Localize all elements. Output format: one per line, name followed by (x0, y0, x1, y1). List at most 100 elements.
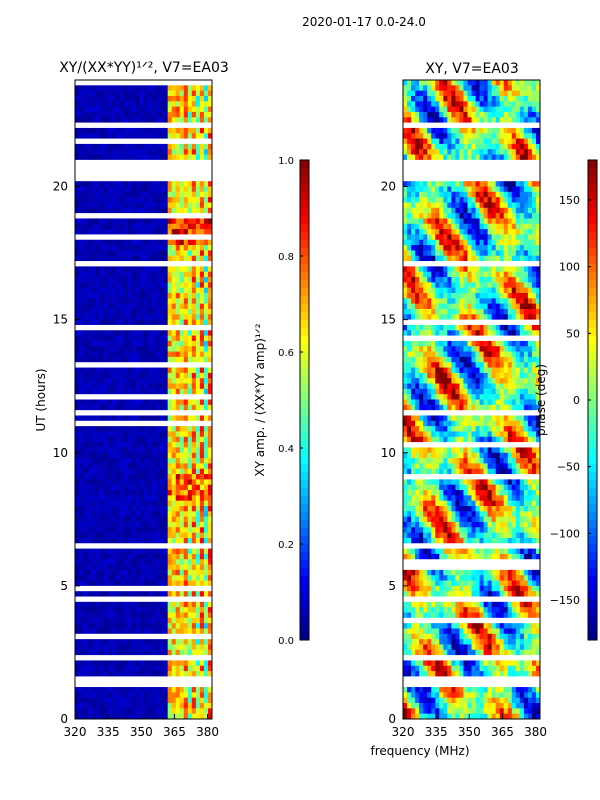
y-tick-label: 15 (53, 313, 68, 327)
colorbar-segment (300, 304, 309, 313)
colorbar-segment (300, 624, 309, 633)
colorbar-segment (300, 392, 309, 401)
colorbar-segment (300, 432, 309, 441)
colorbar-segment (588, 504, 597, 513)
phase-colorbar-label: phase (deg) (534, 364, 548, 436)
y-tick-label: 10 (53, 446, 68, 460)
x-tick-label: 380 (524, 725, 547, 739)
colorbar-segment (588, 176, 597, 185)
colorbar-segment (300, 416, 309, 425)
y-tick-label: 20 (381, 180, 396, 194)
colorbar-segment (588, 488, 597, 497)
colorbar-segment (300, 208, 309, 217)
colorbar-tick-label: 1.0 (278, 156, 294, 167)
colorbar-segment (588, 560, 597, 569)
colorbar-segment (588, 576, 597, 585)
colorbar-segment (300, 360, 309, 369)
colorbar-segment (300, 320, 309, 329)
colorbar-segment (588, 568, 597, 577)
colorbar-segment (300, 384, 309, 393)
colorbar-segment (300, 200, 309, 209)
colorbar-segment (300, 272, 309, 281)
colorbar-segment (588, 448, 597, 457)
colorbar-segment (588, 288, 597, 297)
colorbar-segment (588, 552, 597, 561)
colorbar-segment (588, 304, 597, 313)
x-tick-label: 320 (392, 725, 415, 739)
x-tick-label: 380 (196, 725, 219, 739)
amplitude-colorbar: 0.0 0.2 0.4 0.6 0.8 1.0 XY amp. / (XX*YY amp)… (253, 156, 310, 647)
colorbar-segment (300, 456, 309, 465)
colorbar-segment (588, 248, 597, 257)
phase-axes: 320 335 350 365 380 0 5 10 15 20 (381, 180, 547, 740)
colorbar-segment (588, 160, 597, 169)
colorbar-segment (300, 256, 309, 265)
x-tick-label: 320 (64, 725, 87, 739)
x-tick-label: 350 (130, 725, 153, 739)
panel-phase: XY, V7=EA03 320 335 350 365 380 0 5 10 15 20 freq… (370, 61, 547, 758)
colorbar-segment (300, 512, 309, 521)
amplitude-axes: 320 335 350 365 380 0 5 10 15 20 (53, 180, 219, 740)
colorbar-segment (588, 632, 597, 641)
colorbar-segment (300, 328, 309, 337)
x-tick-label: 350 (458, 725, 481, 739)
colorbar-segment (300, 400, 309, 409)
colorbar-segment (300, 440, 309, 449)
colorbar-segment (300, 368, 309, 377)
colorbar-tick-label: 0.6 (278, 348, 294, 359)
colorbar-segment (588, 592, 597, 601)
colorbar-segment (300, 568, 309, 577)
amplitude-ylabel: UT (hours) (34, 368, 48, 431)
colorbar-segment (588, 392, 597, 401)
colorbar-segment (588, 600, 597, 609)
x-tick-label: 365 (163, 725, 186, 739)
panel-amplitude-title: XY/(XX*YY)¹ᐟ², V7=EA03 (59, 60, 229, 76)
colorbar-segment (588, 360, 597, 369)
phase-heatmap (403, 80, 541, 720)
colorbar-segment (588, 264, 597, 273)
colorbar-tick-label: 0.4 (278, 444, 294, 455)
colorbar-segment (300, 376, 309, 385)
colorbar-segment (588, 464, 597, 473)
colorbar-segment (588, 256, 597, 265)
colorbar-segment (300, 544, 309, 553)
amplitude-heatmap (75, 80, 213, 720)
colorbar-tick-label: −100 (550, 527, 580, 540)
colorbar-segment (300, 472, 309, 481)
colorbar-segment (300, 184, 309, 193)
colorbar-segment (588, 376, 597, 385)
common-xlabel: frequency (MHz) (370, 744, 469, 758)
colorbar-segment (588, 544, 597, 553)
colorbar-segment (588, 480, 597, 489)
colorbar-tick-label: 0.8 (278, 252, 294, 263)
colorbar-segment (588, 328, 597, 337)
colorbar-segment (300, 616, 309, 625)
colorbar-segment (300, 296, 309, 305)
colorbar-segment (588, 208, 597, 217)
panel-phase-title: XY, V7=EA03 (425, 61, 519, 77)
colorbar-segment (300, 248, 309, 257)
panel-amplitude: XY/(XX*YY)¹ᐟ², V7=EA03 320 335 350 365 380 0 5… (34, 60, 229, 739)
colorbar-segment (588, 584, 597, 593)
x-tick-label: 335 (97, 725, 120, 739)
colorbar-tick-label: 0.2 (278, 540, 294, 551)
colorbar-tick-label: 50 (566, 327, 580, 340)
phase-colorbar: −150 −100 −50 0 50 100 150 phase (deg) (534, 159, 598, 641)
colorbar-segment (588, 232, 597, 241)
colorbar-segment (300, 168, 309, 177)
colorbar-segment (588, 440, 597, 449)
colorbar-segment (588, 608, 597, 617)
colorbar-segment (300, 488, 309, 497)
colorbar-segment (588, 432, 597, 441)
amplitude-plot-frame (74, 79, 213, 720)
colorbar-segment (300, 560, 309, 569)
colorbar-segment (588, 312, 597, 321)
x-tick-label: 335 (425, 725, 448, 739)
colorbar-segment (588, 520, 597, 529)
y-tick-label: 15 (381, 313, 396, 327)
suptitle: 2020-01-17 0.0-24.0 (302, 15, 426, 29)
colorbar-segment (588, 408, 597, 417)
colorbar-segment (300, 232, 309, 241)
colorbar-segment (300, 504, 309, 513)
colorbar-segment (588, 272, 597, 281)
